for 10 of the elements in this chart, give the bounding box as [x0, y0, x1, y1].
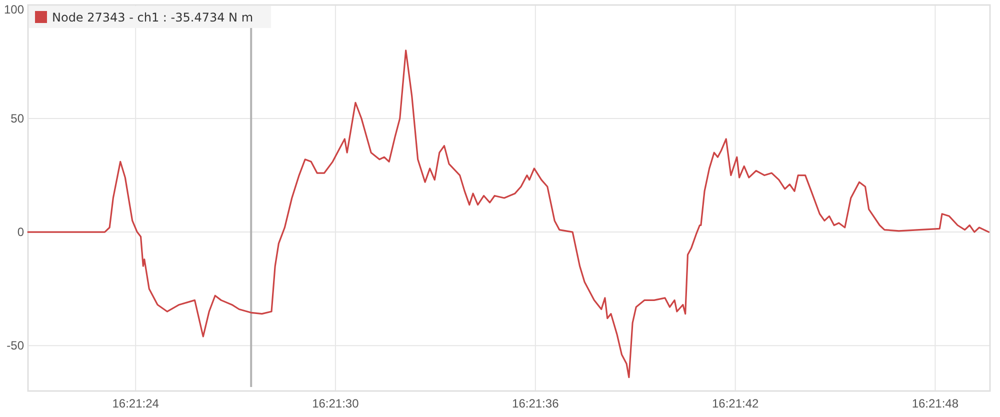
x-tick-label: 16:21:24: [112, 396, 160, 411]
y-tick-label: 0: [17, 224, 24, 239]
x-tick-label: 16:21:30: [312, 396, 360, 411]
legend-label: Node 27343 - ch1 : -35.4734 N m: [52, 10, 254, 24]
x-tick-label: 16:21:36: [512, 396, 560, 411]
x-tick-label: 16:21:42: [712, 396, 760, 411]
y-tick-label: 50: [10, 111, 24, 126]
y-tick-label: -50: [6, 338, 24, 352]
x-tick-label: 16:21:48: [912, 396, 959, 411]
y-tick-label: 100: [4, 2, 24, 16]
